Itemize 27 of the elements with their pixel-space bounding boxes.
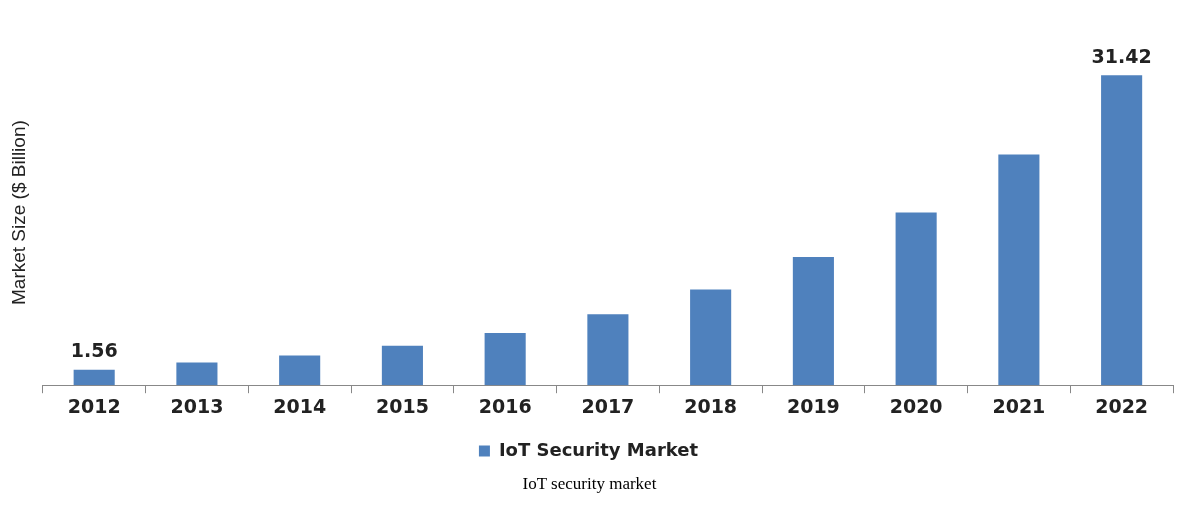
bar bbox=[73, 369, 115, 386]
bar bbox=[176, 362, 218, 386]
data-label: 31.42 bbox=[1091, 44, 1152, 67]
bar bbox=[279, 355, 321, 386]
text: IoT security market bbox=[521, 474, 658, 494]
bar bbox=[381, 345, 423, 386]
bar bbox=[792, 256, 834, 386]
x-tick-label: 2013 bbox=[170, 394, 224, 417]
x-tick-label: 2017 bbox=[581, 394, 635, 417]
bar bbox=[895, 212, 937, 386]
bar bbox=[484, 332, 526, 386]
x-tick-label: 2019 bbox=[786, 394, 840, 417]
bar bbox=[998, 154, 1040, 386]
x-tick-label: 2022 bbox=[1095, 394, 1149, 417]
x-tick-label: 2014 bbox=[273, 394, 327, 417]
x-tick-label: 2018 bbox=[684, 394, 738, 417]
x-tick-label: 2012 bbox=[67, 394, 121, 417]
x-tick-label: 2016 bbox=[478, 394, 532, 417]
x-tick-label: 2021 bbox=[992, 394, 1046, 417]
legend-label: IoT Security Market bbox=[498, 438, 699, 460]
bar bbox=[587, 314, 629, 386]
x-tick-label: 2015 bbox=[375, 394, 429, 417]
bar bbox=[690, 289, 732, 386]
data-label: 1.56 bbox=[70, 339, 118, 362]
bar bbox=[1101, 75, 1143, 386]
y-axis-title: Market Size ($ Billion) bbox=[7, 120, 29, 305]
x-tick-label: 2020 bbox=[889, 394, 943, 417]
